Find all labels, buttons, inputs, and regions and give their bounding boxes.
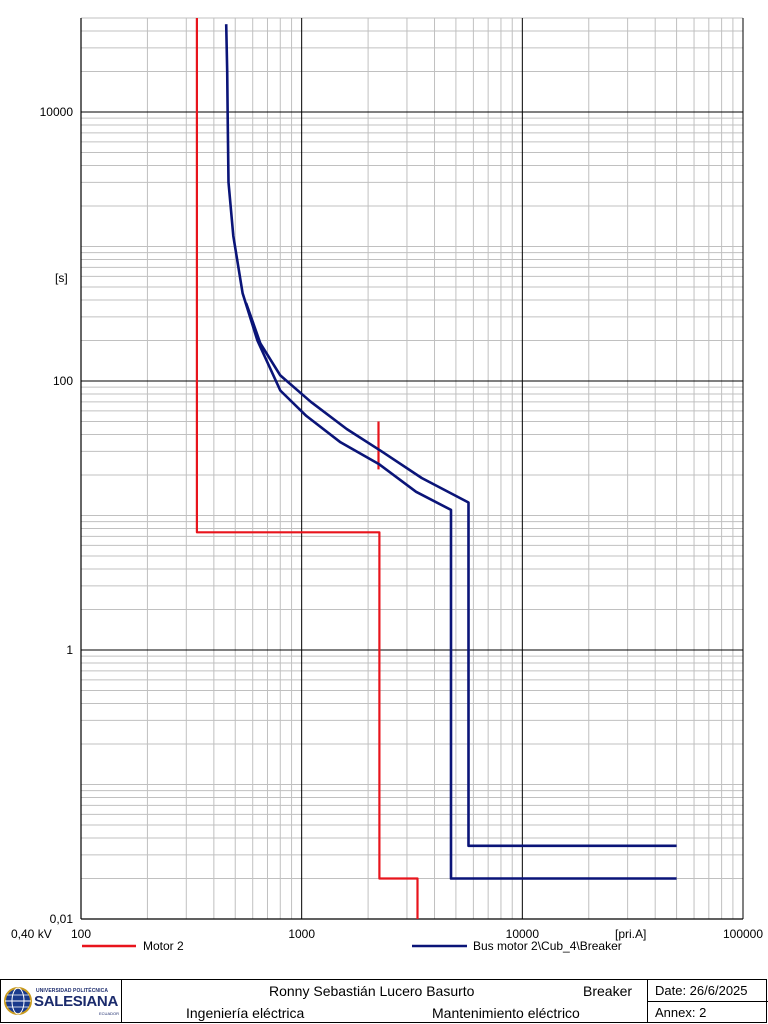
title-block: UNIVERSIDAD POLITÉCNICA SALESIANA ECUADO… — [0, 979, 768, 1023]
annex-value: Annex: 2 — [655, 1005, 707, 1020]
university-logo: UNIVERSIDAD POLITÉCNICA SALESIANA ECUADO… — [3, 986, 119, 1016]
legend-label-breaker: Bus motor 2\Cub_4\Breaker — [473, 939, 622, 953]
x-tick-label: 10000 — [506, 927, 540, 941]
globe-icon — [4, 987, 32, 1015]
y-unit-label: [s] — [55, 271, 68, 285]
meta-divider — [648, 1001, 768, 1002]
device-name: Breaker — [583, 983, 633, 999]
y-tick-label: 100 — [53, 374, 73, 388]
logo-university-line: UNIVERSIDAD POLITÉCNICA — [36, 988, 109, 994]
series-0-segment-0 — [195, 18, 419, 919]
y-tick-label: 1 — [66, 643, 73, 657]
plot-background — [0, 0, 768, 979]
legend: Motor 2 Bus motor 2\Cub_4\Breaker — [82, 939, 622, 953]
x-unit-label: [pri.A] — [615, 927, 646, 941]
series-layer — [195, 18, 677, 919]
grid-major — [80, 18, 744, 920]
tick-labels: 100 1000 10000 100000 0,01 1 100 10000 — [40, 105, 764, 941]
x-tick-label: 1000 — [288, 927, 315, 941]
subject-name: Mantenimiento eléctrico — [432, 1005, 580, 1021]
y-tick-label: 10000 — [40, 105, 74, 119]
series-1-segment-0 — [224, 24, 677, 880]
legend-label-motor-2: Motor 2 — [143, 939, 184, 953]
y-tick-label: 0,01 — [50, 912, 74, 926]
logo-name: SALESIANA — [34, 993, 118, 1010]
logo-country: ECUADOR — [99, 1011, 120, 1016]
career-name: Ingeniería eléctrica — [186, 1005, 305, 1021]
voltage-label: 0,40 kV — [11, 927, 52, 941]
grid-minor — [81, 17, 743, 919]
x-tick-label: 100 — [71, 927, 91, 941]
x-tick-label: 100000 — [723, 927, 763, 941]
logo-cell: UNIVERSIDAD POLITÉCNICA SALESIANA ECUADO… — [1, 980, 122, 1022]
series-1-segment-1 — [244, 302, 677, 848]
meta-cell: Date: 26/6/2025 Annex: 2 — [648, 980, 768, 1022]
date-value: Date: 26/6/2025 — [655, 983, 748, 998]
author-name: Ronny Sebastián Lucero Basurto — [269, 983, 475, 999]
info-cell: Ronny Sebastián Lucero Basurto Breaker I… — [122, 980, 648, 1022]
